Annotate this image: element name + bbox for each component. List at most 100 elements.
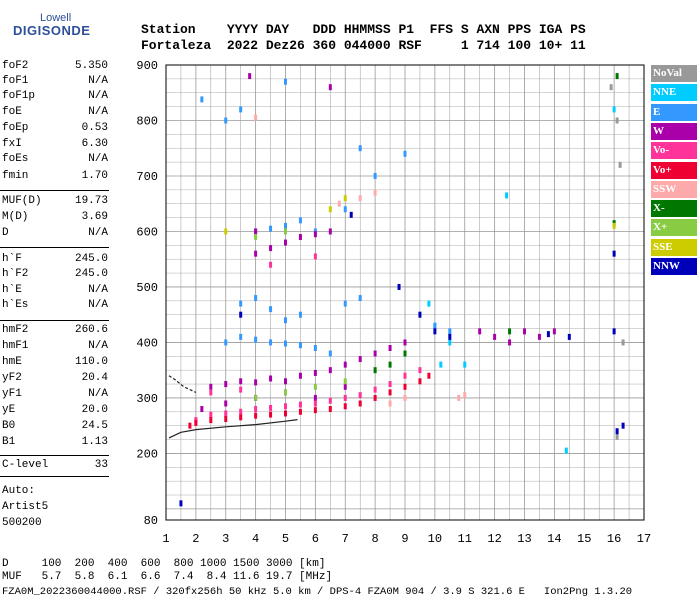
param-value: N/A: [88, 90, 108, 102]
param-name: foF1p: [2, 90, 36, 102]
param-name: B0: [2, 420, 16, 432]
param-name: MUF(D): [2, 195, 42, 207]
data-point: [427, 372, 431, 379]
data-point: [439, 361, 443, 368]
x-tick-label: 17: [637, 532, 651, 546]
data-point: [427, 300, 431, 307]
data-point: [209, 411, 213, 418]
data-point: [284, 389, 287, 396]
y-tick-label: 600: [136, 225, 158, 239]
data-point: [284, 340, 287, 347]
data-point: [403, 372, 407, 379]
data-point: [298, 234, 302, 241]
data-point: [343, 394, 347, 401]
data-point: [478, 328, 482, 335]
param-row: D N/A: [2, 227, 108, 242]
data-point: [224, 410, 228, 417]
profile-line: [168, 375, 197, 393]
param-value: 5.350: [74, 60, 108, 72]
param-value: 1.70: [81, 170, 108, 182]
param-row: C-level 33: [2, 459, 108, 474]
series-x-: [254, 228, 347, 401]
data-point: [224, 416, 228, 423]
data-point: [224, 339, 228, 346]
param-name: B1: [2, 436, 16, 448]
data-point: [284, 228, 287, 235]
data-point: [269, 339, 273, 346]
data-point: [621, 339, 625, 346]
data-point: [373, 386, 377, 393]
data-point: [298, 372, 302, 379]
separator-line: [0, 455, 109, 456]
data-point: [254, 406, 258, 413]
y-tick-label: 800: [136, 114, 158, 128]
param-row: MUF(D) 19.73: [2, 195, 108, 210]
legend-item: W: [651, 122, 697, 140]
data-point: [239, 333, 243, 340]
series-nnw: [179, 211, 625, 507]
param-name: h`Es: [2, 299, 29, 311]
data-point: [224, 381, 228, 388]
data-point: [224, 117, 228, 124]
footer-file-info: FZA0M_2022360044000.RSF / 320fx256h 50 k…: [2, 586, 633, 598]
data-point: [612, 106, 616, 113]
data-point: [373, 367, 377, 374]
data-point: [328, 228, 332, 235]
data-point: [567, 333, 571, 340]
param-value: 20.4: [81, 372, 108, 384]
header-station-labels: Station YYYY DAY DDD HHMMSS P1 FFS S AXN…: [141, 22, 586, 37]
data-point: [448, 333, 452, 340]
param-value: N/A: [88, 284, 108, 296]
param-value: N/A: [88, 340, 108, 352]
param-value: N/A: [88, 299, 108, 311]
legend-item: Vo-: [651, 142, 697, 160]
data-point: [298, 342, 302, 349]
param-value: 6.30: [81, 138, 108, 150]
data-point: [358, 295, 362, 302]
data-point: [269, 261, 273, 268]
param-value: N/A: [88, 106, 108, 118]
header-station-values: Fortaleza 2022 Dez26 360 044000 RSF 1 71…: [141, 38, 586, 53]
data-point: [615, 433, 619, 440]
footer-muf-row: MUF 5.7 5.8 6.1 6.6 7.4 8.4 11.6 19.7 [M…: [2, 571, 333, 583]
data-point: [612, 328, 616, 335]
data-point: [313, 344, 317, 351]
param-name: foE: [2, 106, 22, 118]
x-tick-label: 8: [372, 532, 379, 546]
data-point: [328, 84, 332, 91]
legend-item: E: [651, 103, 697, 121]
data-point: [388, 381, 392, 388]
param-name: hmF2: [2, 324, 29, 336]
param-row: yF1 N/A: [2, 388, 108, 403]
param-value: 19.73: [74, 195, 108, 207]
param-value: N/A: [88, 75, 108, 87]
data-point: [343, 383, 347, 390]
data-point: [343, 195, 347, 202]
data-point: [254, 234, 258, 241]
param-name: h`F2: [2, 268, 29, 280]
param-value: 245.0: [74, 253, 108, 265]
data-point: [343, 300, 347, 307]
param-value: N/A: [88, 388, 108, 400]
param-name: fmin: [2, 170, 29, 182]
data-point: [343, 361, 347, 368]
param-name: foF1: [2, 75, 29, 87]
data-point: [239, 386, 243, 393]
x-tick-label: 16: [607, 532, 621, 546]
data-point: [403, 350, 407, 357]
x-tick-label: 9: [401, 532, 408, 546]
data-point: [546, 331, 550, 338]
data-point: [343, 378, 347, 385]
param-row: foE N/A: [2, 106, 108, 121]
series-nne: [427, 106, 616, 454]
data-point: [523, 328, 526, 335]
data-point: [403, 383, 407, 390]
data-point: [418, 367, 422, 374]
series-w: [200, 73, 556, 413]
data-point: [298, 408, 302, 415]
profile-line: [168, 419, 298, 439]
data-point: [254, 295, 258, 302]
series-vo-: [188, 372, 431, 429]
data-point: [337, 200, 341, 207]
data-point: [508, 328, 512, 335]
